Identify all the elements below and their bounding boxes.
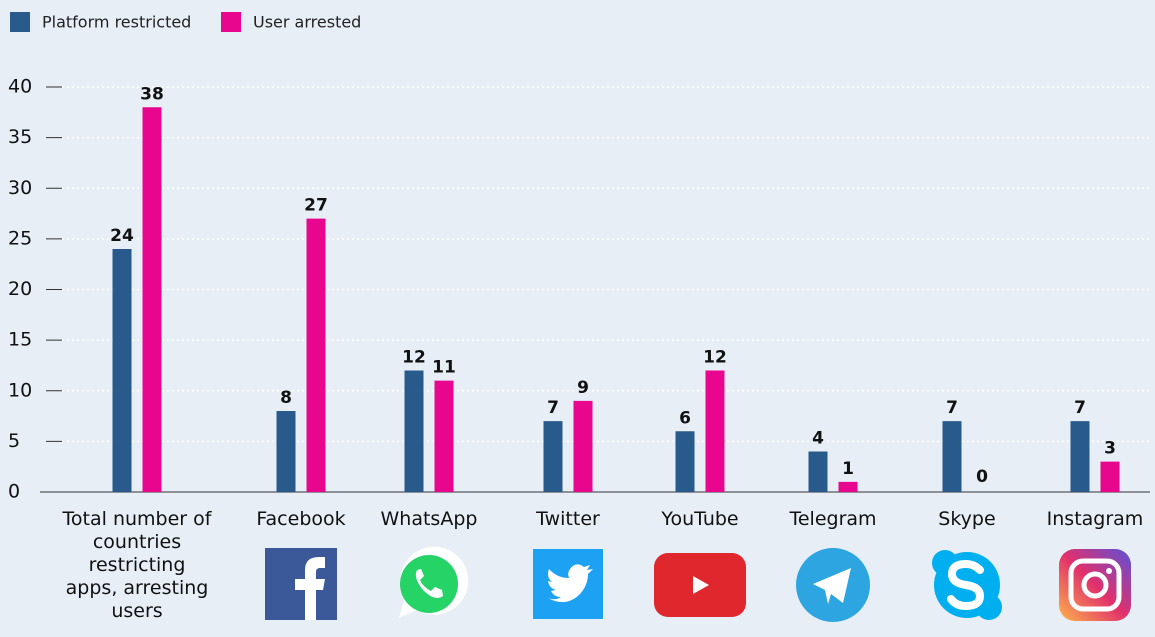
y-tick-label: 20 bbox=[8, 278, 32, 300]
facebook-f bbox=[295, 557, 325, 620]
bar bbox=[808, 451, 828, 492]
bar bbox=[404, 370, 424, 492]
x-tick-label: Total number of countries restricting ap… bbox=[62, 508, 212, 622]
x-tick-label: Instagram bbox=[1046, 508, 1144, 530]
instagram-dot bbox=[1106, 568, 1112, 574]
y-tick-label: 15 bbox=[8, 329, 32, 351]
legend-label: User arrested bbox=[253, 13, 361, 32]
legend-swatch bbox=[10, 12, 30, 32]
whatsapp-bg bbox=[400, 555, 458, 613]
bar bbox=[1070, 421, 1090, 492]
data-label: 11 bbox=[432, 358, 456, 378]
data-label: 0 bbox=[976, 467, 988, 487]
bar bbox=[838, 481, 858, 492]
y-tick-label: 10 bbox=[8, 379, 32, 401]
data-label: 38 bbox=[140, 84, 164, 104]
data-label: 12 bbox=[703, 348, 727, 368]
x-tick-label: Skype bbox=[938, 508, 996, 530]
x-tick-label: WhatsApp bbox=[380, 508, 478, 530]
data-label: 9 bbox=[577, 378, 589, 398]
data-label: 1 bbox=[842, 459, 854, 479]
y-tick-label: 35 bbox=[8, 126, 32, 148]
bar bbox=[276, 411, 296, 492]
x-tick-label: Telegram bbox=[789, 508, 877, 530]
data-label: 24 bbox=[110, 226, 134, 246]
instagram-lens bbox=[1081, 571, 1109, 599]
y-tick-label: 25 bbox=[8, 227, 32, 249]
legend-label: Platform restricted bbox=[42, 13, 191, 32]
bar bbox=[705, 370, 725, 492]
data-label: 7 bbox=[547, 398, 559, 418]
y-tick-label: 5 bbox=[8, 430, 20, 452]
twitter-bird bbox=[548, 564, 593, 603]
bar bbox=[675, 431, 695, 492]
legend-swatch bbox=[221, 12, 241, 32]
bar bbox=[543, 421, 563, 492]
bar bbox=[142, 107, 162, 492]
x-tick-label: Facebook bbox=[256, 508, 346, 530]
data-label: 6 bbox=[679, 408, 691, 428]
bar bbox=[1100, 461, 1120, 492]
y-tick-label: 40 bbox=[8, 76, 32, 98]
data-label: 7 bbox=[1074, 398, 1086, 418]
data-label: 3 bbox=[1104, 439, 1116, 459]
telegram-plane bbox=[813, 568, 851, 604]
y-tick-label: 30 bbox=[8, 177, 32, 199]
skype-s bbox=[947, 559, 985, 611]
bar bbox=[573, 400, 593, 492]
data-label: 7 bbox=[946, 398, 958, 418]
instagram-frame bbox=[1068, 558, 1122, 612]
x-tick-label: Twitter bbox=[536, 508, 600, 530]
bar bbox=[306, 218, 326, 492]
instagram-icon bbox=[1059, 549, 1131, 621]
bar bbox=[112, 249, 132, 492]
data-label: 12 bbox=[402, 348, 426, 368]
bar bbox=[942, 421, 962, 492]
data-label: 27 bbox=[304, 196, 328, 216]
data-label: 4 bbox=[812, 429, 824, 449]
icons bbox=[265, 546, 1131, 622]
data-label: 8 bbox=[280, 388, 292, 408]
whatsapp-phone bbox=[415, 569, 443, 598]
y-tick-label: 0 bbox=[8, 481, 20, 503]
bar bbox=[434, 380, 454, 492]
x-tick-label: YouTube bbox=[661, 508, 739, 530]
youtube-play bbox=[693, 576, 709, 594]
